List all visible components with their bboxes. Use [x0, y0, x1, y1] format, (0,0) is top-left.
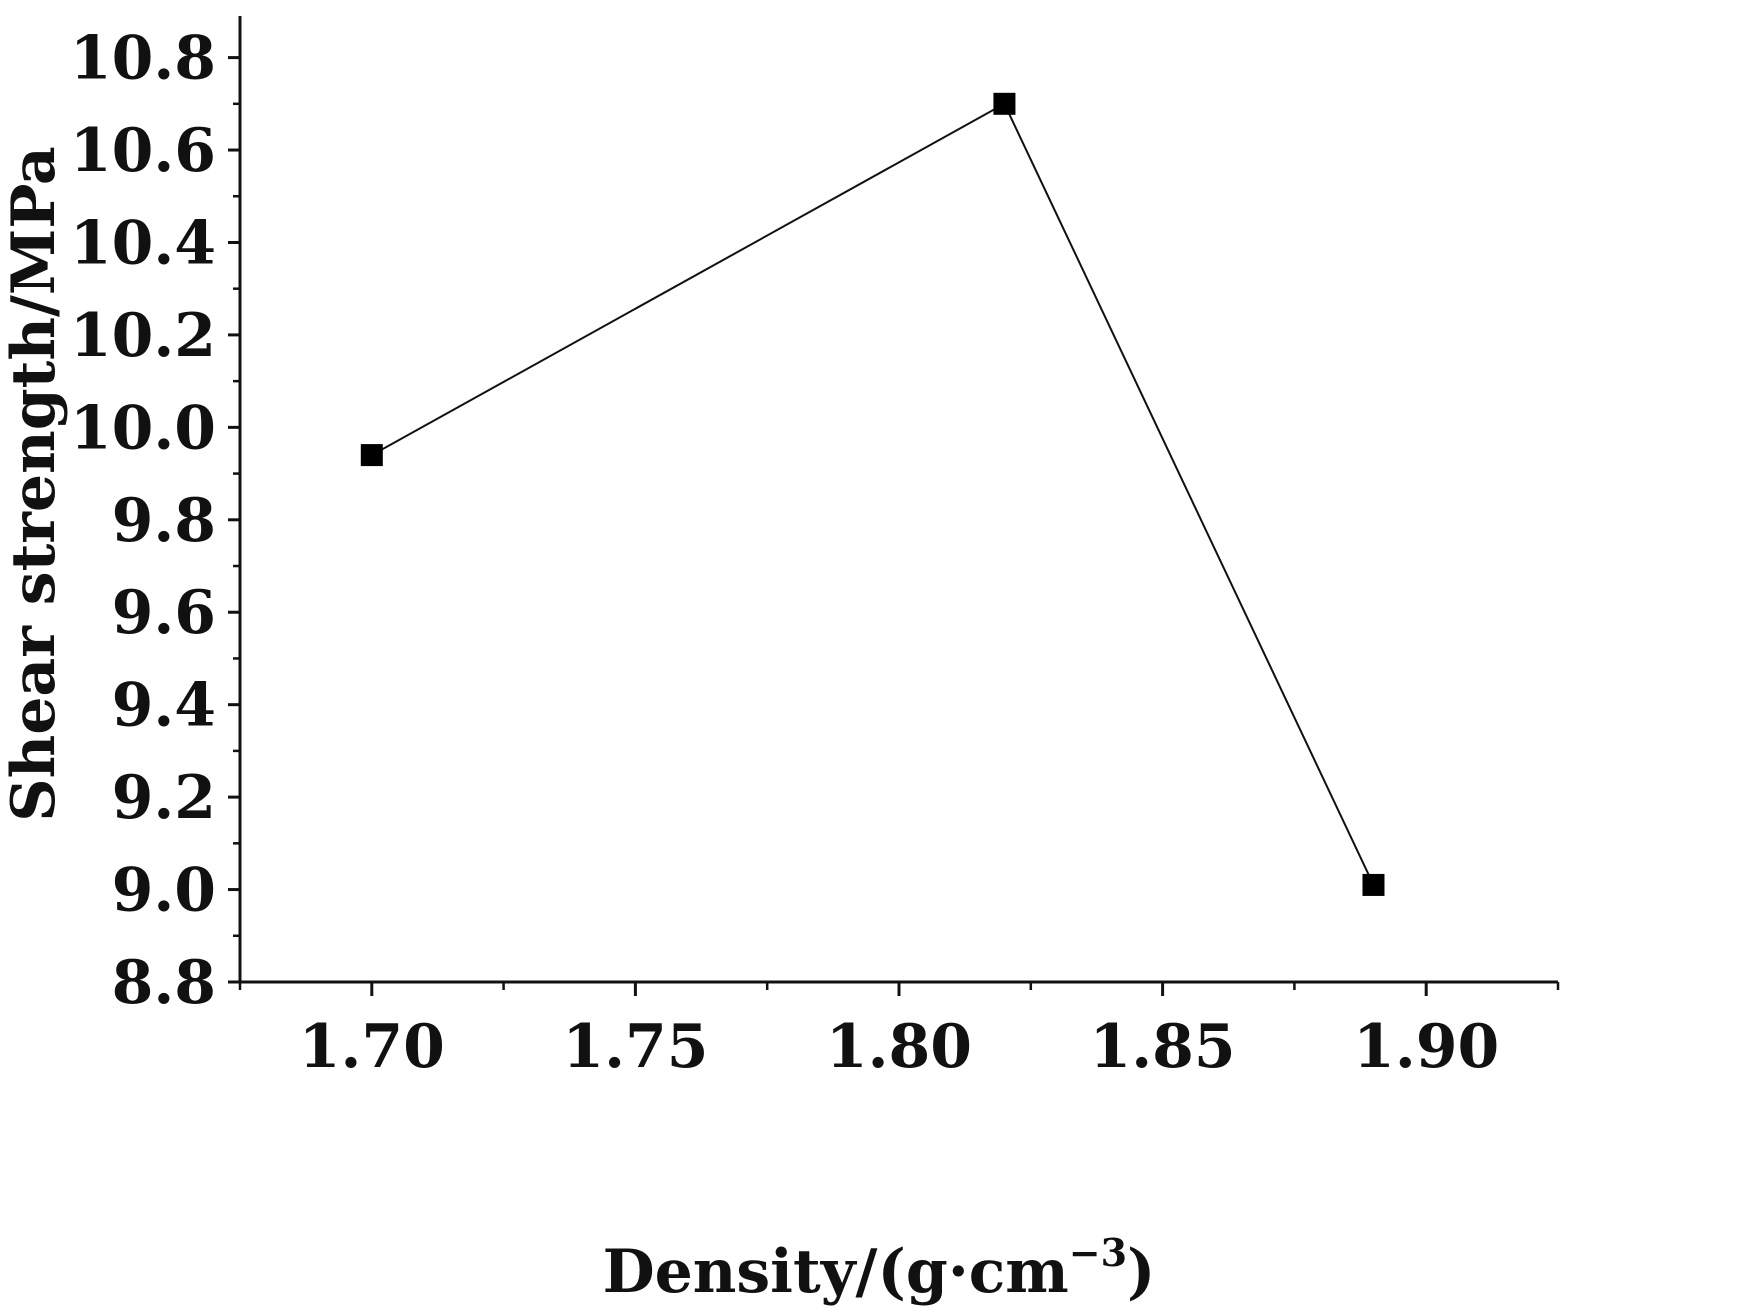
x-tick-label: 1.85	[1090, 1012, 1236, 1082]
data-point-marker	[1362, 873, 1385, 896]
ticks: 8.8 9.0 9.2 9.4 9.6 9.8 10.0 10.2 10.4 10.6 10.8 1.…	[70, 24, 1560, 1082]
data-point-marker	[360, 444, 383, 467]
x-tick-label: 1.70	[299, 1012, 445, 1082]
y-tick-label: 8.8	[112, 948, 216, 1018]
y-axis-title: Shear strength/MPa	[0, 146, 69, 821]
y-tick-label: 9.8	[112, 486, 216, 556]
x-tick-label: 1.75	[562, 1012, 708, 1082]
y-tick-label: 10.2	[70, 301, 216, 371]
x-axis-title: Density/(g·cm−3)	[603, 1230, 1156, 1307]
x-axis-title-superscript: −3	[1069, 1230, 1127, 1275]
y-tick-label: 10.0	[70, 393, 216, 463]
axis-titles: Shear strength/MPa Density/(g·cm−3)	[0, 146, 1155, 1307]
y-tick-label: 10.4	[70, 208, 216, 278]
x-tick-label: 1.80	[826, 1012, 972, 1082]
y-tick-label: 10.6	[70, 116, 216, 186]
x-tick-label: 1.90	[1353, 1012, 1499, 1082]
x-axis-title-main: Density/(g·cm	[603, 1237, 1069, 1307]
y-tick-label: 10.8	[70, 24, 216, 94]
y-tick-label: 9.6	[112, 578, 216, 648]
axes	[238, 16, 1558, 984]
data-series	[360, 92, 1385, 896]
y-tick-label: 9.4	[112, 671, 216, 741]
data-point-marker	[993, 92, 1016, 115]
series-line	[371, 102, 1375, 886]
y-tick-label: 9.2	[112, 763, 216, 833]
x-axis-title-close: )	[1127, 1237, 1155, 1307]
y-tick-label: 9.0	[112, 856, 216, 926]
